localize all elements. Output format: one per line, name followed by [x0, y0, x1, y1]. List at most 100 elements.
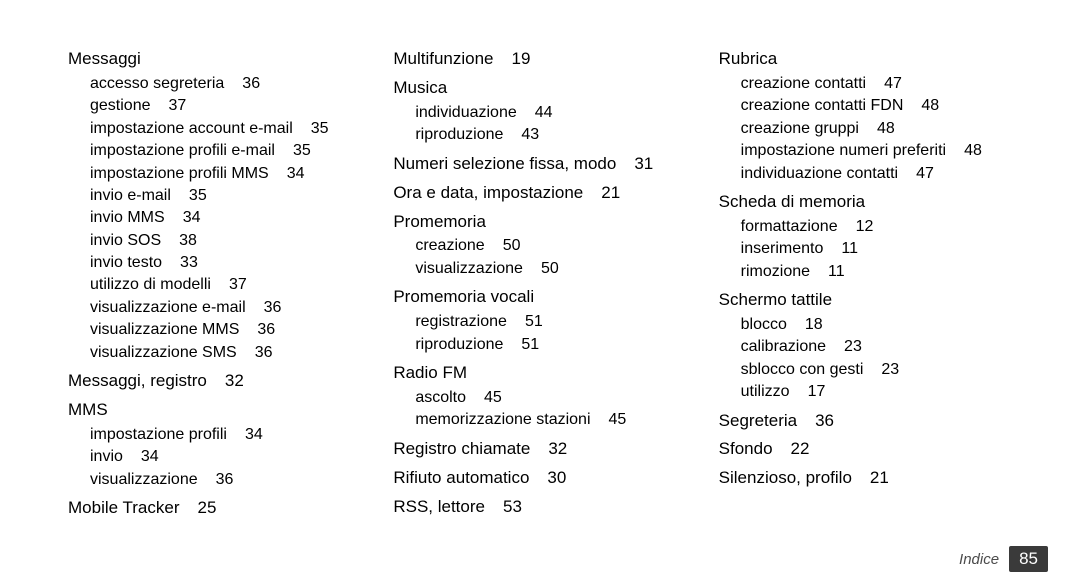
index-entry-label: Multifunzione	[393, 49, 493, 68]
index-entry-line: Rubrica	[719, 48, 1012, 71]
index-sub-page: 35	[189, 187, 207, 204]
index-sub-label: impostazione account e-mail	[90, 120, 293, 137]
index-sub-item: ascolto45	[415, 387, 686, 409]
index-sub-item: blocco18	[741, 314, 1012, 336]
index-sub-list: impostazione profili34invio34visualizzaz…	[68, 424, 361, 491]
index-sub-label: creazione contatti	[741, 75, 866, 92]
index-sub-item: invio e-mail35	[90, 185, 361, 207]
index-entry-label: Numeri selezione fissa, modo	[393, 154, 616, 173]
index-sub-page: 36	[264, 299, 282, 316]
index-sub-label: utilizzo	[741, 383, 790, 400]
index-sub-label: invio MMS	[90, 209, 165, 226]
index-sub-item: visualizzazione SMS36	[90, 342, 361, 364]
footer-section-label: Indice	[959, 551, 999, 568]
index-sub-page: 48	[964, 142, 982, 159]
index-sub-item: calibrazione23	[741, 336, 1012, 358]
index-sub-label: invio	[90, 448, 123, 465]
index-sub-item: invio MMS 34	[90, 207, 361, 229]
index-entry-line: Ora e data, impostazione 21	[393, 182, 686, 205]
index-sub-page: 35	[311, 120, 329, 137]
index-sub-label: formattazione	[741, 218, 838, 235]
index-sub-page: 18	[805, 316, 823, 333]
index-sub-label: creazione gruppi	[741, 120, 859, 137]
index-sub-item: formattazione 12	[741, 216, 1012, 238]
index-entry-label: Messaggi	[68, 49, 141, 68]
index-entry: Silenzioso, profilo21	[719, 467, 1012, 490]
index-entry: MMSimpostazione profili34invio34visualiz…	[68, 399, 361, 491]
index-sub-item: gestione37	[90, 95, 361, 117]
index-sub-page: 17	[808, 383, 826, 400]
index-sub-label: rimozione	[741, 263, 810, 280]
index-entry-page: 19	[512, 49, 531, 68]
index-entry: Sfondo22	[719, 438, 1012, 461]
index-entry-label: Rubrica	[719, 49, 778, 68]
index-entry-label: Schermo tattile	[719, 290, 832, 309]
index-entry-label: Musica	[393, 78, 447, 97]
index-sub-item: individuazione contatti47	[741, 163, 1012, 185]
index-sub-list: creazione contatti 47 creazione contatti F…	[719, 73, 1012, 185]
index-sub-page: 44	[535, 104, 553, 121]
index-entry: Ora e data, impostazione 21	[393, 182, 686, 205]
index-entry: RSS, lettore53	[393, 496, 686, 519]
index-sub-page: 11	[841, 240, 858, 257]
index-sub-label: impostazione numeri preferiti	[741, 142, 946, 159]
index-sub-list: individuazione 44 riproduzione43	[393, 102, 686, 147]
index-entry-label: Messaggi, registro	[68, 371, 207, 390]
index-entry-line: Promemoria vocali	[393, 286, 686, 309]
index-sub-label: creazione contatti FDN	[741, 97, 904, 114]
index-entry-line: Messaggi	[68, 48, 361, 71]
index-entry-label: Registro chiamate	[393, 439, 530, 458]
index-sub-label: registrazione	[415, 313, 507, 330]
index-sub-page: 45	[609, 411, 627, 428]
index-sub-item: creazione contatti FDN 48	[741, 95, 1012, 117]
index-sub-page: 36	[242, 75, 260, 92]
index-sub-item: visualizzazione MMS36	[90, 319, 361, 341]
index-sub-page: 23	[881, 361, 899, 378]
index-entry-label: Mobile Tracker	[68, 498, 179, 517]
index-sub-label: memorizzazione stazioni	[415, 411, 590, 428]
footer: Indice 85	[959, 546, 1048, 572]
index-entry-page: 25	[197, 498, 216, 517]
index-sub-label: invio testo	[90, 254, 162, 271]
index-entry-label: Silenzioso, profilo	[719, 468, 852, 487]
index-entry: Messaggiaccesso segreteria36gestione37im…	[68, 48, 361, 364]
index-sub-item: accesso segreteria36	[90, 73, 361, 95]
index-sub-item: visualizzazione50	[415, 258, 686, 280]
index-sub-page: 48	[921, 97, 939, 114]
index-sub-page: 47	[884, 75, 902, 92]
index-sub-item: rimozione11	[741, 261, 1012, 283]
index-sub-label: gestione	[90, 97, 151, 114]
index-sub-page: 34	[183, 209, 201, 226]
index-entry-label: Sfondo	[719, 439, 773, 458]
index-sub-label: individuazione	[415, 104, 516, 121]
index-sub-page: 36	[216, 471, 234, 488]
index-entry-line: Mobile Tracker 25	[68, 497, 361, 520]
index-entry-label: Ora e data, impostazione	[393, 183, 583, 202]
index-sub-label: impostazione profili MMS	[90, 165, 269, 182]
index-sub-label: individuazione contatti	[741, 165, 898, 182]
index-sub-item: impostazione profili34	[90, 424, 361, 446]
index-sub-item: riproduzione43	[415, 124, 686, 146]
index-entry-label: RSS, lettore	[393, 497, 485, 516]
index-sub-item: impostazione account e-mail 35	[90, 118, 361, 140]
index-entry: Promemoria vocaliregistrazione51riproduz…	[393, 286, 686, 356]
index-sub-item: riproduzione51	[415, 334, 686, 356]
index-entry-line: RSS, lettore53	[393, 496, 686, 519]
index-sub-page: 48	[877, 120, 895, 137]
index-entry-page: 32	[548, 439, 567, 458]
index-entry-line: Promemoria	[393, 211, 686, 234]
index-sub-page: 12	[856, 218, 874, 235]
index-entry-label: Scheda di memoria	[719, 192, 865, 211]
index-entry-page: 21	[601, 183, 620, 202]
index-entry: Registro chiamate 32	[393, 438, 686, 461]
index-entry-label: Segreteria	[719, 411, 797, 430]
index-sub-item: creazione gruppi 48	[741, 118, 1012, 140]
index-sub-label: riproduzione	[415, 336, 503, 353]
index-sub-list: accesso segreteria36gestione37impostazio…	[68, 73, 361, 364]
index-sub-page: 36	[257, 321, 275, 338]
index-entry-label: Radio FM	[393, 363, 467, 382]
index-sub-page: 43	[521, 126, 539, 143]
index-sub-page: 50	[503, 237, 521, 254]
index-entry-line: Silenzioso, profilo21	[719, 467, 1012, 490]
index-entry-line: Messaggi, registro32	[68, 370, 361, 393]
